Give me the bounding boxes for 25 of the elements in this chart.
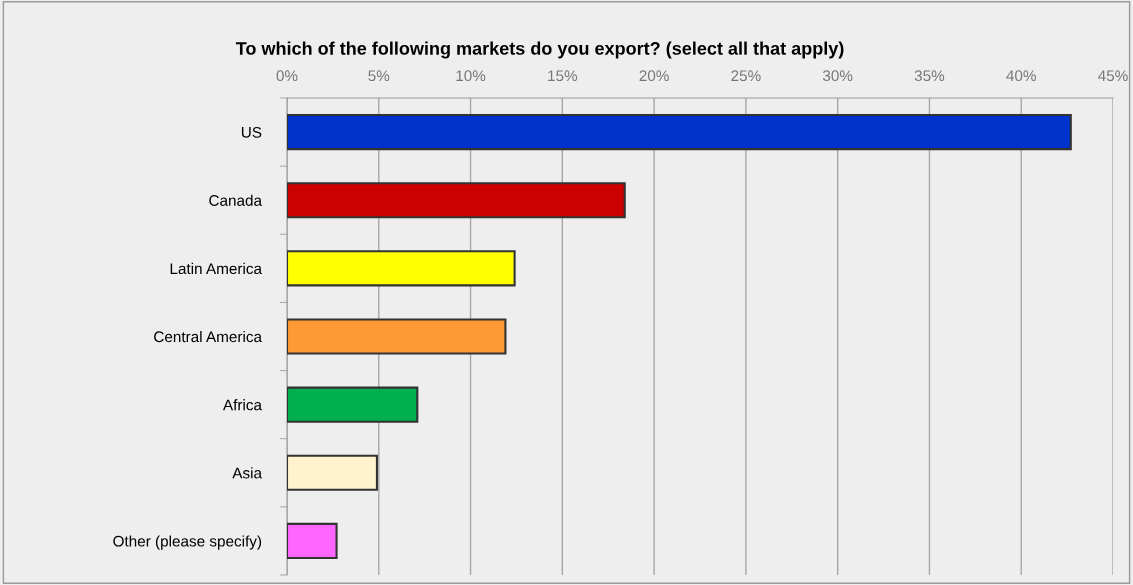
y-tick-label: Canada — [209, 194, 262, 206]
x-tick-label: 0% — [276, 70, 298, 82]
x-tick-label: 10% — [456, 70, 486, 82]
y-tick-label: Central America — [154, 330, 262, 343]
x-tick-label: 40% — [1006, 70, 1036, 82]
bar — [287, 182, 626, 219]
bar — [287, 522, 338, 559]
y-tick-label: Africa — [222, 399, 262, 411]
y-tick-label: Latin America — [170, 262, 262, 275]
bar — [287, 318, 507, 355]
bar — [287, 114, 1072, 151]
x-tick-label: 45% — [1098, 70, 1128, 82]
x-tick-label: 5% — [368, 70, 390, 82]
bar — [287, 386, 419, 423]
x-tick-label: 30% — [822, 70, 853, 82]
bar — [287, 250, 516, 287]
x-tick-label: 20% — [639, 70, 669, 82]
x-tick-label: 35% — [914, 70, 945, 82]
x-tick-label: 15% — [548, 70, 578, 82]
y-tick-label: US — [241, 126, 262, 138]
y-tick-label: Other (please specify) — [113, 535, 262, 550]
x-tick-label: 25% — [731, 70, 761, 82]
bar — [287, 454, 378, 491]
y-tick-label: Asia — [232, 467, 262, 479]
chart-title: To which of the following markets do you export? (select all that apply) — [235, 41, 844, 59]
